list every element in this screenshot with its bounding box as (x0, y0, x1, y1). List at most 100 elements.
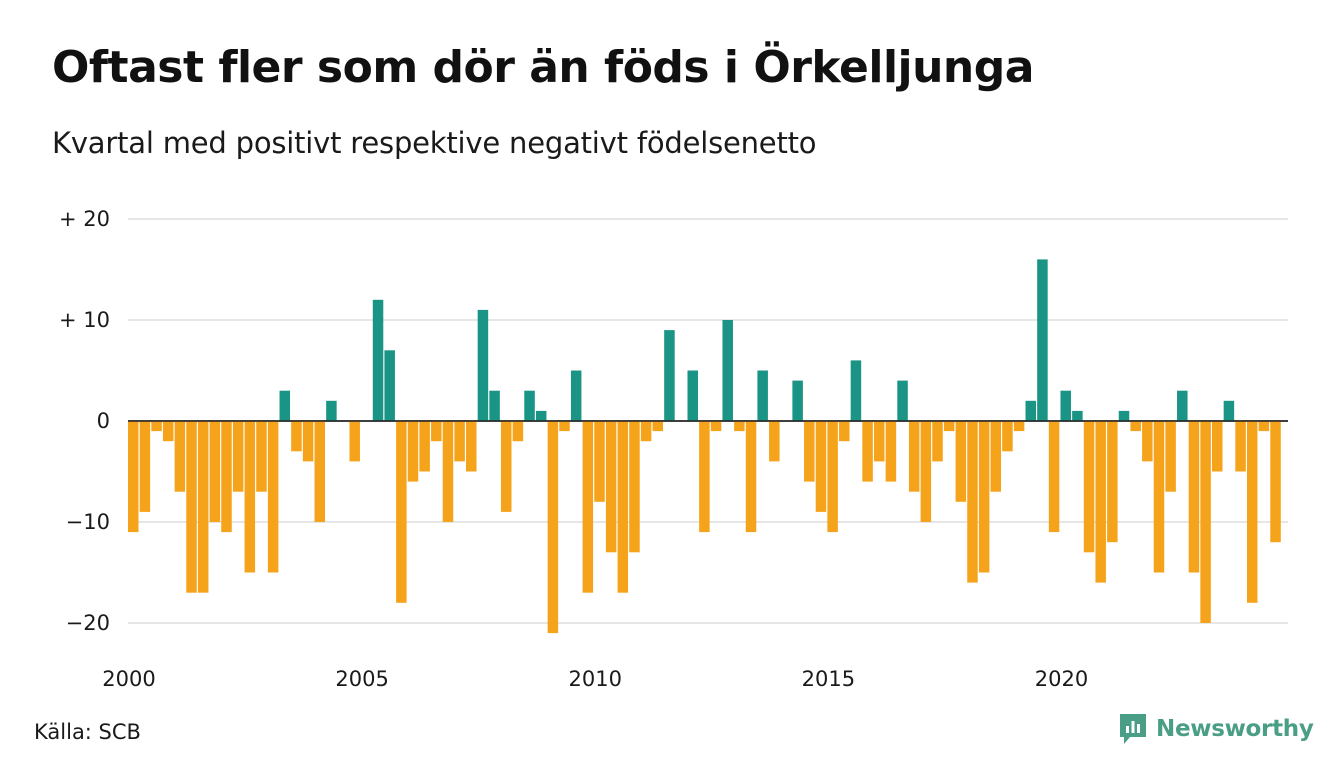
bar-negative (1130, 421, 1141, 432)
bar-negative (1142, 421, 1153, 462)
bar-negative (431, 421, 442, 442)
bar-positive (535, 410, 547, 421)
bar-negative (244, 421, 256, 573)
bar-positive (757, 370, 768, 421)
bar-negative (839, 421, 850, 442)
bar-negative (1235, 421, 1246, 472)
bar-negative (617, 421, 629, 593)
bar-positive (1037, 259, 1048, 421)
bar-negative (139, 421, 151, 512)
bar-negative (500, 421, 512, 512)
bar-negative (256, 421, 267, 492)
bar-negative (734, 421, 745, 432)
bar-positive (279, 390, 291, 421)
bar-negative (978, 421, 990, 573)
bar-negative (559, 421, 570, 432)
bar-negative (232, 421, 244, 492)
bar-negative (454, 421, 465, 462)
bar-negative (990, 421, 1002, 492)
bar-negative (967, 421, 978, 583)
bar-negative (466, 421, 477, 472)
bar-negative (419, 421, 430, 472)
axis-labels: + 20 + 10 0 −10 −20 2000 2005 2010 2015 2020 (59, 207, 1088, 691)
bar-negative (267, 421, 279, 573)
bar-negative (1188, 421, 1200, 573)
bar-negative (629, 421, 640, 553)
bar-positive (489, 390, 500, 421)
bar-positive (664, 330, 675, 421)
y-tick-label: −20 (66, 611, 110, 635)
y-tick-label: + 10 (59, 308, 110, 332)
bar-positive (1118, 410, 1130, 421)
bar-negative (605, 421, 617, 553)
chart-title: Oftast fler som dör än föds i Örkelljung… (52, 42, 1034, 93)
bar-negative (1153, 421, 1165, 573)
bar-positive (850, 360, 862, 421)
y-tick-label: 0 (97, 409, 110, 433)
bar-negative (710, 421, 722, 432)
bar-negative (582, 421, 594, 593)
x-tick-label: 2020 (1035, 667, 1088, 691)
bar-negative (920, 421, 932, 522)
bar-negative (827, 421, 838, 533)
bar-negative (407, 421, 419, 482)
bar-negative (197, 421, 209, 593)
bar-negative (1107, 421, 1118, 543)
bar-negative (221, 421, 232, 533)
bar-negative (349, 421, 360, 462)
bar-negative (1048, 421, 1060, 533)
bar-positive (722, 320, 733, 421)
source-note: Källa: SCB (34, 720, 141, 744)
x-tick-label: 2005 (335, 667, 388, 691)
bar-negative (804, 421, 815, 482)
bar-negative (1095, 421, 1106, 583)
x-tick-label: 2015 (802, 667, 855, 691)
bar-negative (769, 421, 780, 462)
bar-positive (1177, 390, 1188, 421)
bar-negative (955, 421, 967, 502)
bar-negative (1270, 421, 1281, 543)
bar-negative (932, 421, 943, 462)
bar-positive (477, 309, 489, 421)
bar-positive (570, 370, 582, 421)
bar-negative (699, 421, 710, 533)
bar-negative (1002, 421, 1013, 452)
bar-negative (547, 421, 559, 634)
bar-negative (512, 421, 524, 442)
x-tick-label: 2010 (569, 667, 622, 691)
bar-positive (1060, 390, 1071, 421)
bar-negative (162, 421, 174, 442)
bar-negative (314, 421, 325, 522)
bar-negative (151, 421, 162, 432)
bar-negative (640, 421, 652, 442)
bar-negative (1246, 421, 1258, 603)
bar-positive (384, 350, 395, 421)
bar-negative (442, 421, 454, 522)
bar-negative (815, 421, 827, 512)
bar-positive (524, 390, 535, 421)
bar-negative (1258, 421, 1270, 432)
bar-negative (1165, 421, 1176, 492)
bar-positive (687, 370, 698, 421)
bar-negative (745, 421, 757, 533)
brand: Newsworthy (1118, 712, 1314, 746)
bar-positive (897, 380, 908, 421)
bar-chart: + 20 + 10 0 −10 −20 2000 2005 2010 2015 2020 (59, 207, 1288, 691)
bar-positive (1072, 410, 1083, 421)
bar-negative (396, 421, 407, 603)
bar-positive (372, 299, 384, 421)
bar-negative (1212, 421, 1223, 472)
bar-negative (862, 421, 873, 482)
newsworthy-logo-icon (1120, 714, 1146, 744)
bar-negative (302, 421, 314, 462)
bar-negative (1200, 421, 1211, 623)
bar-positive (326, 400, 337, 421)
chart-subtitle: Kvartal med positivt respektive negativt… (52, 126, 817, 160)
y-tick-label: + 20 (59, 207, 110, 231)
bar-negative (908, 421, 920, 492)
x-tick-label: 2000 (102, 667, 155, 691)
bars (128, 259, 1288, 634)
bar-negative (873, 421, 885, 462)
bar-negative (291, 421, 302, 452)
bar-negative (1013, 421, 1025, 432)
